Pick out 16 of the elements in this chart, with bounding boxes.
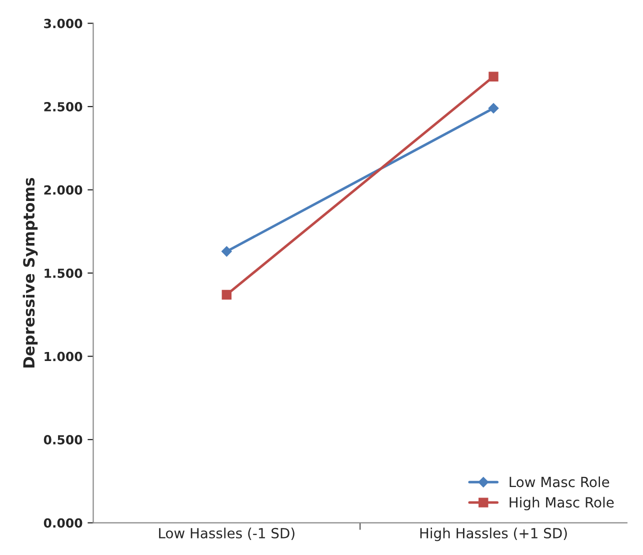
point <box>222 246 232 257</box>
x-tick-label: High Hassles (+1 SD) <box>420 528 567 542</box>
y-tick-label: 1.500 <box>44 268 82 278</box>
y-tick-label: 1.000 <box>44 352 82 362</box>
y-tick-label: 3.000 <box>44 18 82 28</box>
y-axis-title: Depressive Symptoms <box>22 178 38 368</box>
point <box>222 290 232 300</box>
point <box>488 72 498 82</box>
legend-label: High Masc Role <box>510 496 614 510</box>
y-tick-label: 0.000 <box>44 518 82 528</box>
y-tick-label: 2.500 <box>44 102 82 112</box>
legend-label: Low Masc Role <box>510 476 610 488</box>
x-tick-label: Low Hassles (-1 SD) <box>159 528 294 540</box>
y-tick-label: 2.000 <box>44 185 82 195</box>
point <box>488 103 499 114</box>
y-tick-label: 0.500 <box>44 435 82 444</box>
